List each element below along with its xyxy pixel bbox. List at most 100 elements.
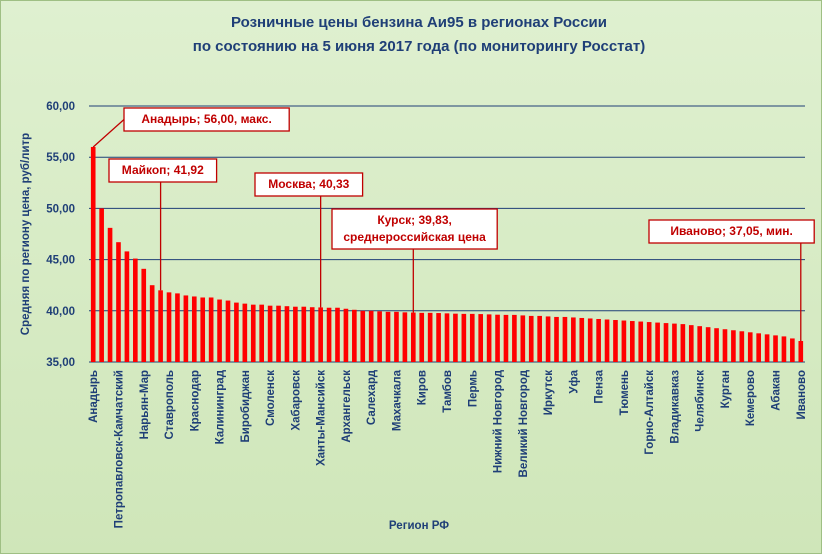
bar — [604, 319, 610, 362]
callout-leader-line — [92, 119, 125, 148]
x-tick-label: Архангельск — [341, 370, 353, 443]
y-tick-label: 60,00 — [46, 101, 75, 113]
callout-box: Москва; 40,33 — [254, 172, 364, 197]
bar — [250, 304, 256, 362]
bar — [630, 321, 635, 362]
bar — [352, 309, 357, 362]
bar — [175, 293, 180, 362]
callout-box-frame — [254, 172, 364, 197]
bar — [646, 322, 652, 362]
bar — [200, 297, 206, 362]
x-tick-label: Курган — [720, 370, 732, 408]
bar — [587, 318, 593, 362]
bar — [284, 306, 290, 362]
callout-box: Анадырь; 56,00, макс. — [123, 107, 290, 132]
bar — [99, 208, 104, 362]
bar — [410, 312, 416, 362]
bar — [680, 324, 686, 362]
x-axis-title: Регион РФ — [389, 520, 449, 532]
bar — [537, 315, 542, 362]
callout-label: Майкоп; 41,92 — [122, 163, 204, 177]
bar — [486, 314, 492, 362]
x-tick-label: Калининград — [215, 369, 227, 444]
x-tick-label: Нижний Новгород — [493, 369, 505, 473]
y-tick-label: 45,00 — [46, 255, 75, 267]
bar — [116, 242, 121, 362]
x-tick-label: Тюмень — [619, 370, 631, 415]
x-tick-label: Иваново — [796, 370, 808, 420]
bar — [133, 258, 138, 362]
bar — [478, 314, 484, 362]
bar — [444, 313, 450, 362]
x-tick-label: Анадырь — [88, 370, 100, 423]
bar — [621, 320, 627, 362]
y-axis-ticks: 35,00 40,00 45,00 50,00 55,00 60,00 — [46, 101, 75, 369]
bar — [385, 311, 391, 362]
bar — [554, 316, 559, 362]
callout-box-frame — [331, 208, 498, 250]
bar — [419, 312, 425, 362]
bar — [781, 336, 787, 362]
bar — [697, 326, 703, 362]
bar — [461, 313, 467, 362]
bar — [798, 341, 804, 362]
callout-label: Иваново; 37,05, мин. — [670, 224, 793, 238]
x-tick-label: Махачкала — [391, 369, 403, 431]
bar — [714, 328, 719, 362]
bar — [579, 317, 585, 362]
bar — [427, 312, 433, 362]
bar — [512, 314, 517, 362]
x-tick-label: Иркутск — [543, 370, 555, 415]
x-tick-label: Петропавловск-Камчатский — [113, 370, 125, 528]
bar — [166, 292, 172, 362]
callouts: Анадырь; 56,00, макс. Майкоп; 41,92 Москва… — [108, 107, 815, 250]
x-tick-label: Салехард — [366, 369, 378, 425]
bar — [267, 305, 273, 362]
callout-box-frame — [648, 219, 815, 244]
callout-box: Курск; 39,83, среднероссийская цена — [331, 208, 498, 250]
chart-title-line: Розничные цены бензина Аи95 в регионах Р… — [231, 14, 607, 31]
x-tick-label: Уфа — [568, 369, 580, 393]
callout-label: Анадырь; 56,00, макс. — [141, 112, 271, 126]
bar — [562, 316, 568, 362]
bar — [225, 300, 231, 362]
bar — [242, 303, 248, 362]
bar — [234, 302, 239, 362]
bar — [790, 338, 795, 362]
x-tick-label: Челябинск — [695, 370, 707, 432]
bar — [276, 305, 281, 362]
bar — [528, 315, 534, 362]
x-tick-label: Абакан — [771, 370, 783, 411]
bar — [764, 334, 770, 362]
bar — [655, 322, 660, 362]
bar — [688, 325, 694, 362]
bar — [773, 335, 778, 362]
bar — [402, 312, 408, 362]
x-axis-ticks: Анадырь Петропавловск-Камчатский Нарьян-Ма… — [88, 369, 808, 528]
x-tick-label: Пермь — [467, 370, 479, 407]
bar — [326, 307, 332, 362]
bar — [301, 306, 307, 362]
bar — [293, 306, 298, 362]
y-tick-label: 50,00 — [46, 203, 75, 215]
x-tick-label: Кемерово — [745, 370, 757, 426]
callout-box: Иваново; 37,05, мин. — [648, 219, 815, 244]
bar — [107, 227, 113, 362]
x-tick-label: Тамбов — [442, 370, 454, 413]
bar — [141, 268, 147, 362]
bar — [208, 297, 214, 362]
x-tick-label: Пенза — [594, 369, 606, 403]
bar — [90, 146, 96, 362]
x-tick-label: Ставрополь — [164, 370, 176, 440]
bar — [495, 314, 500, 362]
bar — [436, 313, 441, 362]
bar — [571, 317, 576, 362]
x-tick-label: Ханты-Мансийск — [316, 370, 328, 466]
x-tick-label: Владикавказ — [669, 370, 681, 444]
x-tick-label: Киров — [417, 370, 429, 405]
bar — [158, 290, 163, 362]
bar — [613, 320, 618, 362]
bar — [318, 307, 323, 362]
bar — [731, 330, 736, 362]
bar — [377, 311, 382, 362]
